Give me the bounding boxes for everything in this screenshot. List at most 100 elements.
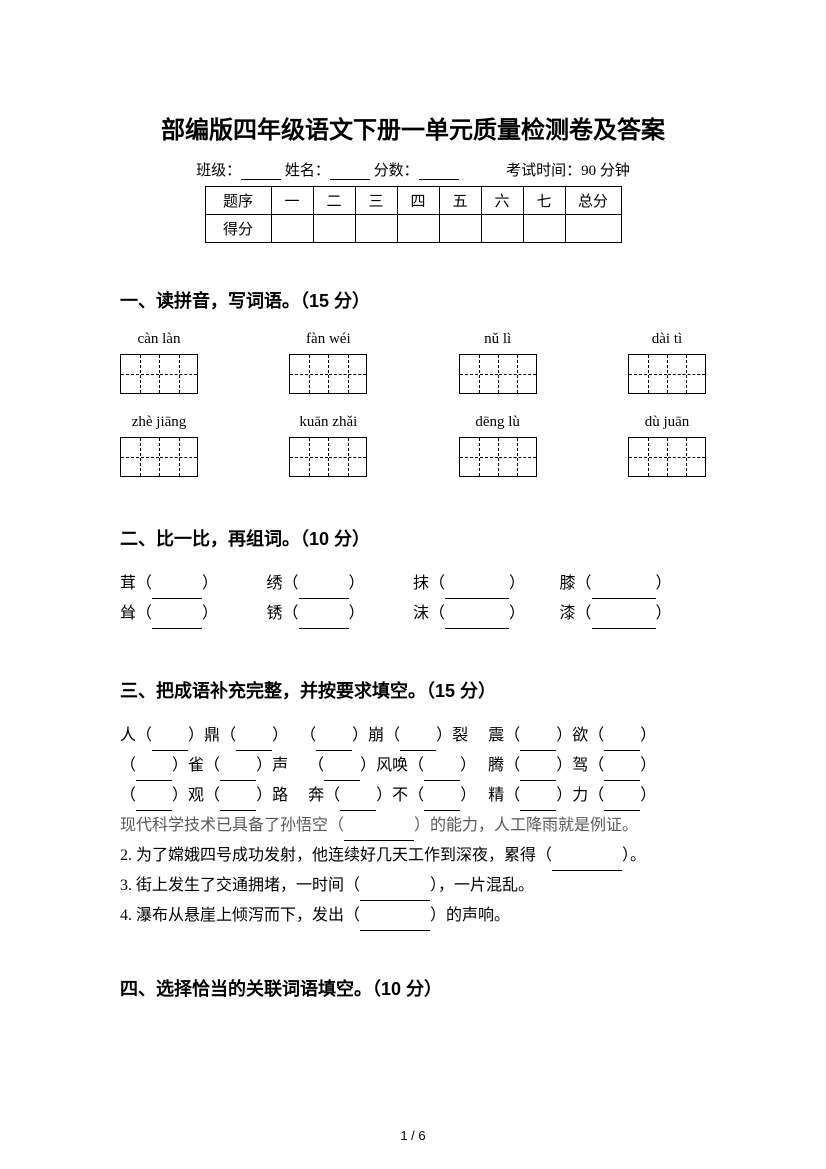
pinyin-item: nǔ lì	[459, 331, 537, 394]
sentence-text: 3. 街上发生了交通拥堵，一时间（	[120, 877, 360, 894]
idiom-char: 震	[488, 727, 504, 744]
name-label: 姓名：	[285, 163, 330, 179]
fill-blank[interactable]	[136, 795, 172, 811]
fill-blank[interactable]	[400, 735, 436, 751]
fill-blank[interactable]	[445, 613, 509, 629]
pinyin-item: fàn wéi	[289, 331, 367, 394]
fill-blank[interactable]	[520, 795, 556, 811]
idiom-line: （）观（）路 奔（）不（） 精（）力（）	[120, 781, 706, 811]
fill-blank[interactable]	[220, 765, 256, 781]
pinyin-label: fàn wéi	[306, 331, 351, 348]
pinyin-label: dù juān	[645, 414, 690, 431]
idiom-char: 声	[272, 757, 288, 774]
fill-blank[interactable]	[424, 795, 460, 811]
score-cell[interactable]	[565, 215, 621, 243]
fill-blank[interactable]	[299, 613, 349, 629]
pinyin-item: dài tì	[628, 331, 706, 394]
fill-blank[interactable]	[604, 795, 640, 811]
fill-blank[interactable]	[360, 915, 430, 931]
fill-blank[interactable]	[152, 613, 202, 629]
fill-blank[interactable]	[592, 583, 656, 599]
fill-blank[interactable]	[136, 765, 172, 781]
fill-blank[interactable]	[604, 735, 640, 751]
tian-box[interactable]	[289, 354, 367, 394]
sentence-line: 2. 为了嫦娥四号成功发射，他连续好几天工作到深夜，累得（ ）。	[120, 841, 706, 871]
fill-blank[interactable]	[324, 765, 360, 781]
idiom-char: 奔	[308, 787, 324, 804]
idiom-char: 驾	[572, 757, 588, 774]
tian-box[interactable]	[628, 354, 706, 394]
pinyin-row: càn làn fàn wéi nǔ lì dài tì	[120, 331, 706, 394]
th-4: 四	[397, 187, 439, 215]
fill-blank[interactable]	[344, 825, 414, 841]
fill-blank[interactable]	[520, 735, 556, 751]
tian-box[interactable]	[459, 354, 537, 394]
name-blank[interactable]	[330, 164, 370, 180]
compare-char: 抹	[413, 575, 429, 592]
tian-box[interactable]	[628, 437, 706, 477]
compare-char: 茸	[120, 575, 136, 592]
idiom-char: 观	[188, 787, 204, 804]
sentence-text: ）。	[622, 847, 646, 864]
compare-pair: 沫（）	[413, 599, 560, 629]
score-cell[interactable]	[271, 215, 313, 243]
fill-blank[interactable]	[152, 583, 202, 599]
fill-blank[interactable]	[592, 613, 656, 629]
section2-body: 茸（） 绣（） 抹（） 膝（） 耸（） 锈（） 沫（） 漆（）	[120, 569, 706, 629]
score-cell[interactable]	[397, 215, 439, 243]
sentence-text: ），一片混乱。	[430, 877, 534, 894]
score-cell[interactable]	[439, 215, 481, 243]
fill-blank[interactable]	[552, 855, 622, 871]
score-table-score-row: 得分	[205, 215, 621, 243]
fill-blank[interactable]	[236, 735, 272, 751]
th-3: 三	[355, 187, 397, 215]
pinyin-label: kuān zhǎi	[299, 414, 357, 431]
tian-box[interactable]	[289, 437, 367, 477]
sentence-gray: 现代科学技术已具备了孙悟空（）的能力，人工降雨就是例证。	[120, 811, 706, 841]
pinyin-label: zhè jiāng	[132, 414, 187, 431]
pinyin-item: càn làn	[120, 331, 198, 394]
idiom-char: 鼎	[204, 727, 220, 744]
section2-heading: 二、比一比，再组词。（10 分）	[120, 525, 706, 551]
tian-box[interactable]	[120, 354, 198, 394]
score-cell[interactable]	[355, 215, 397, 243]
score-cell[interactable]	[481, 215, 523, 243]
pinyin-label: nǔ lì	[484, 331, 511, 348]
page-title: 部编版四年级语文下册一单元质量检测卷及答案	[120, 110, 706, 145]
idiom-char: 腾	[488, 757, 504, 774]
idiom-char: 路	[272, 787, 288, 804]
fill-blank[interactable]	[152, 735, 188, 751]
score-cell[interactable]	[523, 215, 565, 243]
fill-blank[interactable]	[604, 765, 640, 781]
fill-blank[interactable]	[220, 795, 256, 811]
idiom-char: 人	[120, 727, 136, 744]
class-blank[interactable]	[241, 164, 281, 180]
compare-char: 绣	[267, 575, 283, 592]
fill-blank[interactable]	[520, 765, 556, 781]
th-1: 一	[271, 187, 313, 215]
pinyin-label: càn làn	[138, 331, 181, 348]
tian-box[interactable]	[120, 437, 198, 477]
score-cell[interactable]	[313, 215, 355, 243]
fill-blank[interactable]	[424, 765, 460, 781]
pinyin-label: dài tì	[652, 331, 682, 348]
sentence-text: ）的能力，人工降雨就是例证。	[414, 817, 638, 834]
idiom-char: 雀	[188, 757, 204, 774]
fill-blank[interactable]	[316, 735, 352, 751]
th-total: 总分	[565, 187, 621, 215]
compare-char: 耸	[120, 605, 136, 622]
pinyin-item: kuān zhǎi	[289, 414, 367, 477]
fill-blank[interactable]	[360, 885, 430, 901]
fill-blank[interactable]	[299, 583, 349, 599]
score-label: 分数：	[374, 163, 419, 179]
fill-blank[interactable]	[445, 583, 509, 599]
class-label: 班级：	[196, 163, 241, 179]
compare-pair: 耸（）	[120, 599, 267, 629]
score-blank[interactable]	[419, 164, 459, 180]
tian-box[interactable]	[459, 437, 537, 477]
sentence-text: 2. 为了嫦娥四号成功发射，他连续好几天工作到深夜，累得（	[120, 847, 552, 864]
compare-pair: 茸（）	[120, 569, 267, 599]
score-table: 题序 一 二 三 四 五 六 七 总分 得分	[205, 186, 622, 243]
compare-pair: 绣（）	[267, 569, 414, 599]
fill-blank[interactable]	[340, 795, 376, 811]
